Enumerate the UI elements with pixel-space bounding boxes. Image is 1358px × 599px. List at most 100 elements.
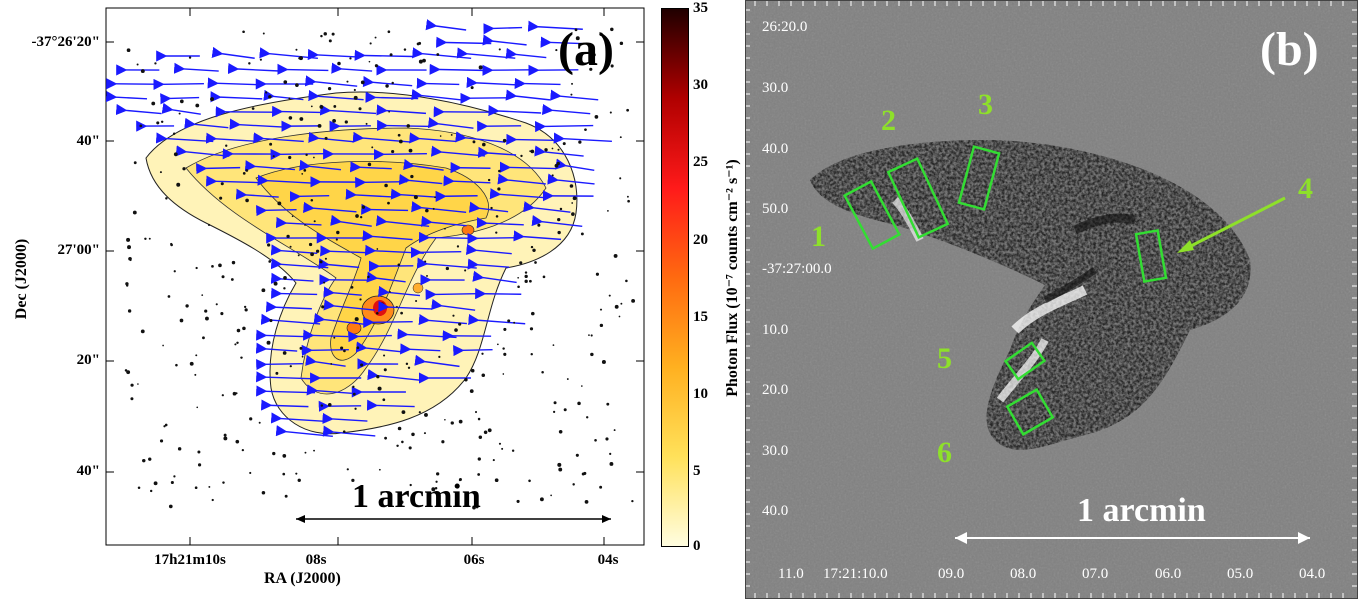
noise-contour [529, 279, 532, 283]
y-tick: -37°26'20" [31, 34, 101, 50]
noise-contour [149, 489, 153, 493]
polarization-vector [323, 299, 375, 311]
noise-contour [572, 196, 577, 201]
noise-contour [418, 411, 421, 414]
x-tick: 08.0 [1010, 566, 1037, 582]
noise-contour [610, 27, 614, 32]
noise-contour [269, 142, 273, 146]
noise-contour [559, 207, 563, 211]
polarization-vector [173, 62, 219, 74]
noise-contour [234, 343, 237, 346]
noise-contour [592, 53, 596, 57]
noise-contour [179, 99, 184, 104]
noise-contour [170, 243, 173, 247]
noise-contour [277, 201, 282, 206]
noise-contour [301, 172, 304, 175]
polarization-vector [256, 358, 303, 371]
noise-contour [516, 499, 520, 503]
panel-a: (a) 1 arcmin -37°26'20" 40" 27'00" 20" 4… [13, 0, 741, 587]
polarization-vector [377, 285, 421, 298]
noise-contour [425, 208, 429, 213]
polarization-vector [365, 91, 419, 103]
noise-contour [387, 201, 390, 205]
noise-contour [156, 121, 160, 125]
noise-contour [261, 288, 266, 293]
noise-contour [153, 481, 158, 486]
noise-contour [196, 406, 199, 409]
colorbar-tick: 25 [693, 154, 708, 170]
polarization-vector [350, 161, 392, 173]
noise-contour [299, 117, 304, 121]
polarization-vector [257, 174, 317, 186]
noise-contour [556, 161, 560, 166]
noise-contour [530, 311, 535, 316]
noise-contour [432, 207, 435, 210]
noise-contour [195, 354, 198, 357]
noise-contour [282, 472, 286, 476]
noise-contour [350, 285, 354, 289]
noise-contour [223, 436, 228, 441]
region-box-4 [1134, 229, 1168, 283]
noise-contour [411, 432, 415, 437]
polarization-vector [540, 36, 582, 48]
y-tick: 50.0 [762, 201, 789, 217]
noise-contour [389, 53, 393, 57]
noise-contour [241, 448, 245, 452]
noise-contour [481, 352, 484, 355]
noise-contour [517, 285, 520, 289]
noise-contour [574, 28, 578, 32]
noise-contour [406, 124, 411, 128]
polarization-vector [430, 145, 486, 157]
noise-contour [328, 39, 332, 43]
noise-contour [137, 383, 139, 385]
noise-contour [389, 291, 391, 293]
noise-contour [539, 497, 544, 502]
noise-contour [398, 139, 403, 144]
noise-contour [454, 328, 458, 332]
region-box-1 [842, 179, 902, 251]
noise-contour [268, 95, 272, 99]
x-tick: 07.0 [1082, 566, 1109, 582]
noise-contour [353, 95, 358, 100]
noise-contour [575, 453, 579, 457]
panel-a-label: (a) [558, 23, 614, 76]
polarization-vector [482, 34, 527, 46]
noise-contour [297, 478, 301, 482]
noise-contour [601, 359, 606, 364]
polarization-vector [271, 105, 321, 117]
noise-contour [148, 237, 151, 240]
y-tick: 30.0 [762, 443, 789, 459]
noise-contour [566, 378, 569, 380]
noise-contour [324, 136, 328, 140]
polarization-vector [378, 300, 432, 313]
noise-contour [529, 150, 532, 153]
noise-contour [242, 172, 246, 175]
region-box-2 [886, 156, 950, 240]
noise-contour [552, 410, 556, 413]
noise-contour [319, 105, 324, 109]
polarization-vector [303, 329, 349, 341]
noise-contour [483, 430, 488, 435]
noise-contour [571, 212, 575, 216]
colorbar-tick: 35 [693, 0, 708, 16]
noise-contour [599, 308, 603, 311]
noise-contour [172, 132, 176, 135]
noise-contour [551, 147, 554, 150]
polarization-vector [307, 48, 360, 61]
noise-contour [304, 224, 306, 226]
polarization-vector [489, 188, 546, 200]
polarization-vector [411, 201, 467, 214]
region-label-1: 1 [811, 220, 826, 253]
polarization-vector [244, 160, 295, 172]
noise-contour [310, 252, 314, 257]
noise-contour [537, 223, 541, 227]
noise-contour [497, 187, 501, 191]
polarization-vector [105, 91, 148, 103]
panel-b: (b) 1 arcmin 26:20.0 30.0 40.0 50.0 -37:… [745, 0, 1358, 599]
noise-contour [415, 299, 418, 303]
colorbar-tick: 30 [693, 77, 708, 93]
polarization-vector [531, 215, 583, 228]
polarization-vector [210, 91, 263, 103]
noise-contour [167, 295, 171, 298]
noise-contour [221, 275, 225, 279]
